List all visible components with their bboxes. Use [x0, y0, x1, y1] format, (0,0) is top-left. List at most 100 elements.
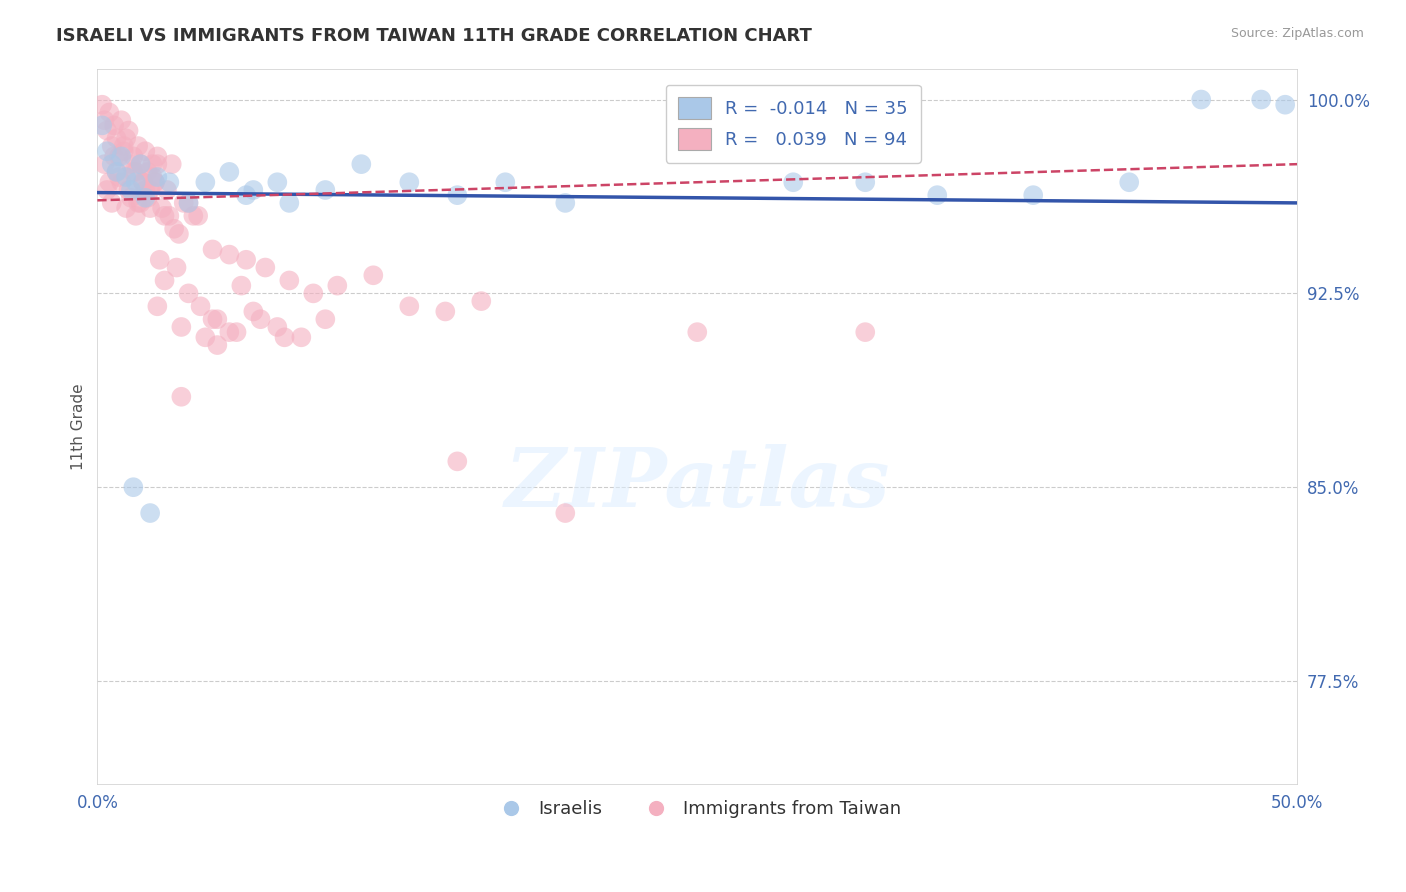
Point — [194, 175, 217, 189]
Point — [96, 183, 118, 197]
Point — [166, 260, 188, 275]
Point — [100, 157, 122, 171]
Point — [173, 195, 195, 210]
Legend: Israelis, Immigrants from Taiwan: Israelis, Immigrants from Taiwan — [486, 793, 908, 825]
Point — [207, 338, 229, 352]
Point — [183, 209, 205, 223]
Point — [91, 97, 114, 112]
Point — [242, 304, 264, 318]
Point — [446, 188, 468, 202]
Point — [105, 165, 128, 179]
Point — [146, 299, 169, 313]
Point — [153, 273, 176, 287]
Point — [146, 170, 169, 185]
Point — [96, 145, 118, 159]
Point — [93, 157, 115, 171]
Point — [1118, 175, 1140, 189]
Point — [177, 286, 200, 301]
Point — [190, 299, 212, 313]
Text: ZIPatlas: ZIPatlas — [505, 443, 890, 524]
Point — [1250, 93, 1272, 107]
Point — [242, 183, 264, 197]
Point — [110, 175, 132, 189]
Point — [160, 157, 183, 171]
Y-axis label: 11th Grade: 11th Grade — [72, 384, 86, 470]
Point — [314, 183, 336, 197]
Point — [127, 195, 149, 210]
Point — [115, 131, 138, 145]
Point — [1022, 188, 1045, 202]
Point — [110, 149, 132, 163]
Point — [782, 175, 804, 189]
Point — [266, 175, 288, 189]
Point — [108, 170, 131, 185]
Point — [108, 149, 131, 163]
Point — [125, 209, 148, 223]
Point — [132, 175, 155, 189]
Point — [129, 195, 152, 210]
Point — [218, 325, 240, 339]
Point — [103, 149, 125, 163]
Point — [96, 123, 118, 137]
Point — [254, 260, 277, 275]
Point — [120, 183, 142, 197]
Point — [163, 221, 186, 235]
Point — [115, 201, 138, 215]
Point — [139, 183, 162, 197]
Point — [201, 243, 224, 257]
Text: Source: ZipAtlas.com: Source: ZipAtlas.com — [1230, 27, 1364, 40]
Text: ISRAELI VS IMMIGRANTS FROM TAIWAN 11TH GRADE CORRELATION CHART: ISRAELI VS IMMIGRANTS FROM TAIWAN 11TH G… — [56, 27, 813, 45]
Point — [120, 191, 142, 205]
Point — [105, 131, 128, 145]
Point — [134, 191, 156, 205]
Point — [141, 157, 163, 171]
Point — [494, 175, 516, 189]
Point — [110, 113, 132, 128]
Point — [141, 170, 163, 185]
Point — [927, 188, 949, 202]
Point — [100, 195, 122, 210]
Point — [434, 304, 457, 318]
Point — [302, 286, 325, 301]
Point — [231, 278, 253, 293]
Point — [201, 312, 224, 326]
Point — [125, 165, 148, 179]
Point — [1189, 93, 1212, 107]
Point — [103, 119, 125, 133]
Point — [146, 149, 169, 163]
Point — [266, 320, 288, 334]
Point — [157, 175, 180, 189]
Point — [326, 278, 349, 293]
Point — [117, 123, 139, 137]
Point — [249, 312, 271, 326]
Point — [105, 165, 128, 179]
Point — [139, 506, 162, 520]
Point — [350, 157, 373, 171]
Point — [134, 145, 156, 159]
Point — [129, 157, 152, 171]
Point — [554, 506, 576, 520]
Point — [117, 183, 139, 197]
Point — [170, 390, 193, 404]
Point — [98, 175, 121, 189]
Point — [100, 139, 122, 153]
Point — [235, 188, 257, 202]
Point — [122, 480, 145, 494]
Point — [132, 175, 155, 189]
Point — [177, 195, 200, 210]
Point — [98, 105, 121, 120]
Point — [129, 157, 152, 171]
Point — [112, 145, 135, 159]
Point — [157, 209, 180, 223]
Point — [446, 454, 468, 468]
Point — [853, 325, 876, 339]
Point — [398, 175, 420, 189]
Point — [156, 183, 179, 197]
Point — [290, 330, 312, 344]
Point — [470, 294, 492, 309]
Point — [235, 252, 257, 267]
Point — [278, 195, 301, 210]
Point — [554, 195, 576, 210]
Point — [149, 252, 172, 267]
Point — [134, 183, 156, 197]
